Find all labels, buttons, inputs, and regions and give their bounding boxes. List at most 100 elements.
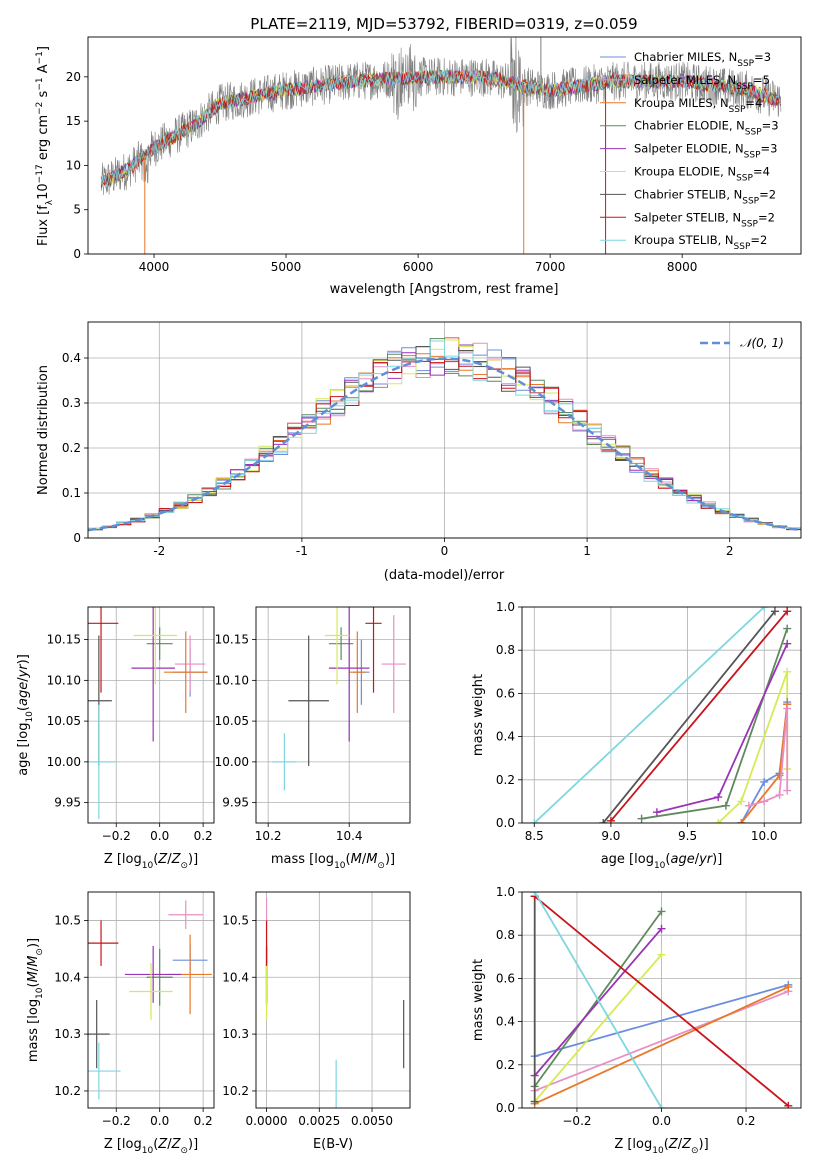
series-marker-chabrier_stelib bbox=[770, 607, 779, 616]
y-tick-label: 0.8 bbox=[496, 928, 515, 942]
x-tick-label: 0.0 bbox=[150, 829, 169, 843]
y-tick-label: 0.4 bbox=[496, 1015, 515, 1029]
x-tick-label: 0.0025 bbox=[298, 1114, 340, 1128]
y-tick-label: 9.95 bbox=[222, 796, 249, 810]
script-span: ⊙ bbox=[35, 948, 45, 956]
x-tick-label: −0.2 bbox=[562, 1114, 591, 1128]
y-tick-label: 0.2 bbox=[496, 1058, 515, 1072]
script-span: 10 bbox=[35, 987, 45, 999]
text-span: / bbox=[678, 1137, 683, 1152]
y-tick-label: 0.2 bbox=[62, 441, 81, 455]
y-tick-label: 0.8 bbox=[496, 643, 515, 657]
script-span: SSP bbox=[745, 128, 762, 138]
axes-frame bbox=[255, 891, 411, 1109]
series-marker-chabrier_stelib bbox=[530, 1097, 539, 1106]
y-tick-label: 10.05 bbox=[47, 714, 81, 728]
x-axis-label: E(B-V) bbox=[313, 1137, 353, 1152]
x-tick-label: −0.2 bbox=[102, 1114, 131, 1128]
x-tick-label: 10.2 bbox=[255, 829, 282, 843]
y-tick-label: 10.3 bbox=[222, 1027, 249, 1041]
x-tick-label: 10.4 bbox=[336, 829, 363, 843]
axes-frame bbox=[87, 891, 215, 1109]
legend-label: 𝒩(0, 1) bbox=[740, 336, 784, 350]
script-span: −1 bbox=[35, 51, 45, 64]
text-span: )] bbox=[188, 1137, 198, 1152]
y-tick-label: 10.2 bbox=[54, 1084, 81, 1098]
series-marker-kroupa_elodie bbox=[657, 950, 666, 959]
text-span: ( bbox=[153, 852, 158, 867]
x-tick-label: 0.0 bbox=[150, 1114, 169, 1128]
legend-label: Kroupa STELIB, NSSP=2 bbox=[634, 233, 767, 252]
series-marker-salpeter_stelib bbox=[784, 1101, 793, 1108]
series-marker-salpeter_miles bbox=[775, 790, 784, 799]
spectrum-model-kroupa_stelib bbox=[100, 68, 781, 188]
x-tick-label: 6000 bbox=[403, 260, 434, 274]
x-tick-label: 4000 bbox=[139, 260, 170, 274]
series-marker-chabrier_elodie bbox=[657, 907, 666, 916]
x-tick-label: -1 bbox=[296, 544, 308, 558]
y-tick-label: 10.00 bbox=[215, 755, 249, 769]
chart-title: PLATE=2119, MJD=53792, FIBERID=0319, z=0… bbox=[250, 15, 637, 33]
y-axis-label: mass weight bbox=[471, 959, 486, 1041]
series-line-kroupa_stelib bbox=[533, 607, 765, 823]
series-line-chabrier_stelib bbox=[602, 610, 776, 823]
weight_Z-panel: −0.2 0.0 0.2 0.0 0.2 0.4 0.6 0.8 1.0 Z [log10(Z/Z… bbox=[471, 885, 802, 1156]
x-tick-label: 0.0050 bbox=[351, 1114, 393, 1128]
script-span: ⊙ bbox=[180, 861, 188, 871]
y-tick-label: 10 bbox=[66, 158, 81, 172]
series-marker-kroupa_stelib bbox=[530, 892, 539, 896]
y-tick-label: 10.4 bbox=[54, 970, 81, 984]
text-span: =2 bbox=[750, 233, 767, 247]
y-axis-label: Normed distribution bbox=[36, 365, 51, 495]
series-marker-salpeter_miles bbox=[783, 704, 792, 713]
series-line-salpeter_miles bbox=[534, 990, 789, 1092]
y-tick-label: 0 bbox=[73, 247, 81, 261]
series-marker-salpeter_miles bbox=[744, 801, 753, 810]
text-span: Z bbox=[171, 1137, 182, 1152]
y-axis-label: mass weight bbox=[471, 674, 486, 756]
legend-label: Chabrier MILES, NSSP=3 bbox=[634, 50, 771, 69]
series-marker-salpeter_elodie bbox=[783, 639, 792, 648]
x-tick-label: 8.5 bbox=[525, 829, 544, 843]
series-marker-kroupa_stelib bbox=[760, 607, 769, 611]
weight_age-plot-area bbox=[530, 607, 792, 823]
script-span: SSP bbox=[744, 151, 761, 161]
series-marker-chabrier_elodie bbox=[637, 814, 646, 823]
series-line-kroupa_elodie bbox=[534, 954, 663, 1103]
histogram-salpeter_stelib bbox=[88, 359, 801, 532]
age_Z-panel: −0.2 0.0 0.2 9.95 10.00 10.05 10.10 10.15 Z [log… bbox=[16, 606, 215, 871]
x-tick-label: 5000 bbox=[271, 260, 302, 274]
legend-label: Kroupa ELODIE, NSSP=4 bbox=[634, 165, 770, 184]
text-span: ( bbox=[153, 1137, 158, 1152]
series-marker-salpeter_elodie bbox=[657, 924, 666, 933]
x-tick-label: 9.5 bbox=[678, 829, 697, 843]
text-span: =3 bbox=[762, 119, 779, 133]
text-span: / bbox=[167, 852, 172, 867]
x-tick-label: 8000 bbox=[667, 260, 698, 274]
age_Z-plot-area bbox=[88, 607, 208, 819]
y-tick-label: 10.4 bbox=[222, 970, 249, 984]
y-axis-label: Flux [fλ10−17 erg cm−2 s−1 A−1] bbox=[35, 46, 55, 246]
series-marker-chabrier_miles bbox=[760, 777, 769, 786]
text-span: age bbox=[16, 682, 31, 706]
text-span: )] bbox=[385, 852, 395, 867]
y-axis-label: mass [log10(M/M⊙)] bbox=[26, 938, 45, 1062]
text-span: =4 bbox=[745, 96, 762, 110]
y-tick-label: 0.6 bbox=[496, 971, 515, 985]
series-marker-chabrier_elodie bbox=[783, 624, 792, 633]
legend-label: Chabrier ELODIE, NSSP=3 bbox=[634, 119, 779, 138]
legend-label: Salpeter ELODIE, NSSP=3 bbox=[634, 142, 777, 161]
series-line-salpeter_elodie bbox=[534, 928, 663, 1077]
series-marker-kroupa_elodie bbox=[714, 819, 723, 823]
axes-frame bbox=[255, 606, 411, 824]
x-axis-label: Z [log10(Z/Z⊙)] bbox=[614, 1137, 708, 1156]
text-span: ( bbox=[664, 1137, 669, 1152]
mass_Z-panel: −0.2 0.0 0.2 10.2 10.3 10.4 10.5 Z [log10(Z/Z⊙)… bbox=[26, 891, 215, 1156]
series-marker-chabrier_elodie bbox=[721, 801, 730, 810]
y-tick-label: 0.4 bbox=[62, 351, 81, 365]
text-span: ( bbox=[26, 982, 41, 987]
spectrum-model-chabrier_stelib bbox=[100, 69, 781, 187]
y-tick-label: 10.15 bbox=[215, 633, 249, 647]
x-axis-label: (data-model)/error bbox=[384, 568, 505, 583]
